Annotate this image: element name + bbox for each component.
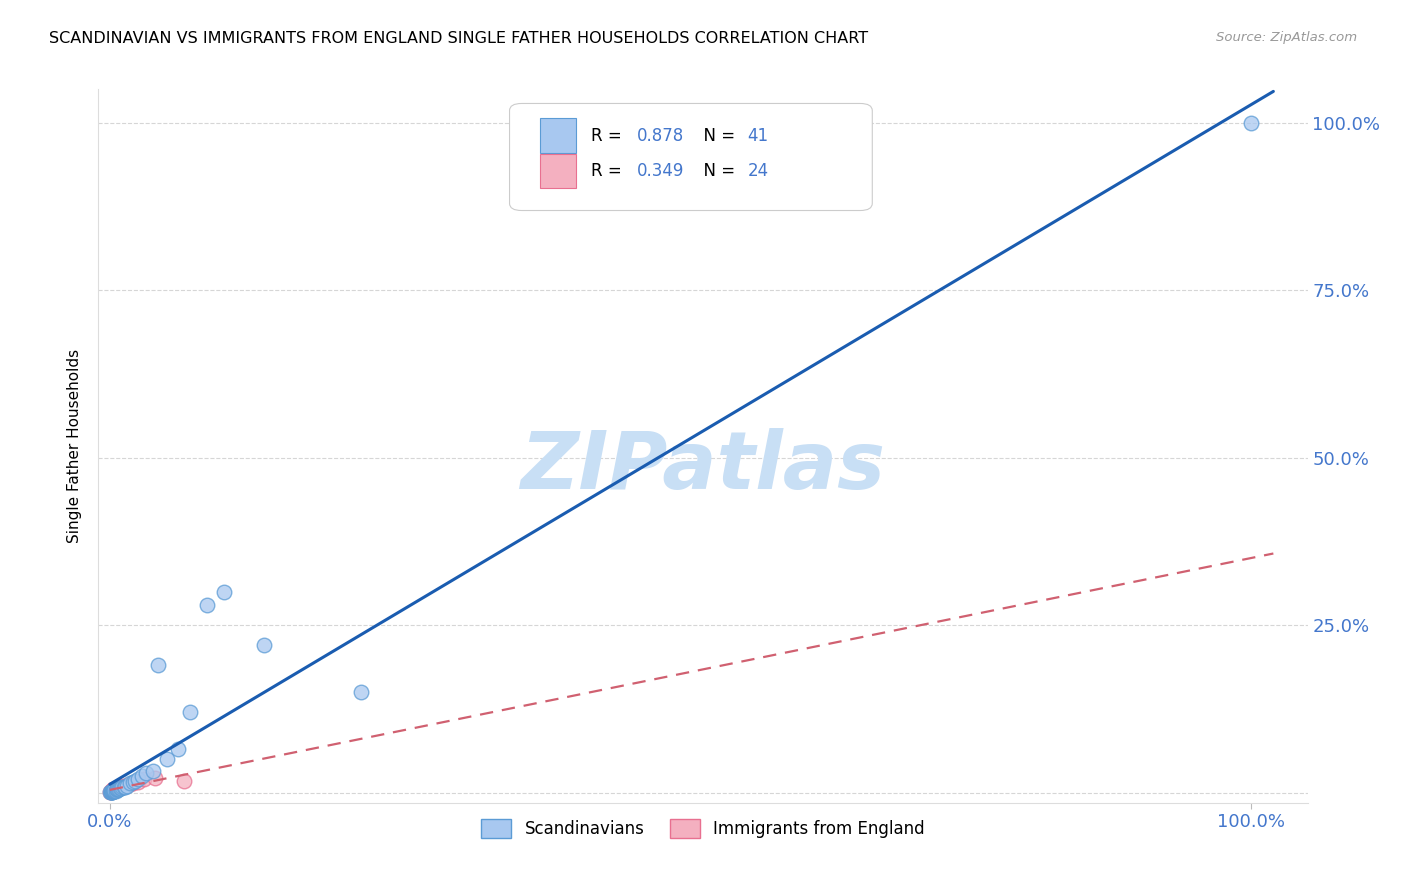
Point [195, 598, 218, 612]
Point [105, 781, 128, 796]
Point [101, 785, 124, 799]
Point [142, 764, 165, 779]
Point [103, 783, 125, 797]
Point [101, 783, 124, 797]
Point [103, 783, 125, 797]
Point [120, 776, 142, 790]
Point [114, 780, 136, 795]
Point [108, 781, 131, 796]
Point [112, 780, 135, 794]
FancyBboxPatch shape [540, 154, 576, 188]
Point [127, 775, 149, 789]
Point [1239, 116, 1261, 130]
Text: 24: 24 [748, 162, 769, 180]
Text: N =: N = [693, 162, 741, 180]
Point [156, 752, 179, 766]
Point [104, 783, 127, 797]
Point [112, 779, 135, 793]
Point [108, 780, 131, 795]
Point [132, 772, 155, 787]
FancyBboxPatch shape [509, 103, 872, 211]
Point [103, 782, 125, 797]
FancyBboxPatch shape [540, 119, 576, 153]
Point [121, 775, 143, 789]
Point [101, 784, 124, 798]
Point [121, 775, 143, 789]
Point [111, 780, 134, 795]
Point [146, 658, 169, 673]
Point [100, 785, 122, 799]
Point [167, 742, 190, 756]
Point [100, 784, 122, 798]
Text: ZIPatlas: ZIPatlas [520, 428, 886, 507]
Point [101, 784, 124, 798]
Point [104, 783, 127, 797]
Point [108, 780, 131, 794]
Point [103, 783, 125, 797]
Point [127, 772, 149, 787]
Point [104, 780, 127, 795]
Point [173, 773, 195, 788]
Text: R =: R = [591, 162, 627, 180]
Point [108, 780, 131, 795]
Point [100, 783, 122, 797]
Point [115, 778, 138, 792]
Point [110, 780, 132, 795]
Point [105, 783, 128, 797]
Point [100, 785, 122, 799]
Point [100, 785, 122, 799]
Point [253, 638, 276, 652]
Point [131, 769, 153, 783]
Point [135, 765, 157, 780]
Point [103, 784, 125, 798]
Point [105, 782, 128, 797]
Y-axis label: Single Father Households: Single Father Households [67, 349, 83, 543]
Point [101, 783, 124, 797]
Point [107, 780, 129, 795]
Text: Source: ZipAtlas.com: Source: ZipAtlas.com [1216, 31, 1357, 45]
Point [104, 781, 127, 796]
Text: SCANDINAVIAN VS IMMIGRANTS FROM ENGLAND SINGLE FATHER HOUSEHOLDS CORRELATION CHA: SCANDINAVIAN VS IMMIGRANTS FROM ENGLAND … [49, 31, 869, 46]
Point [145, 771, 167, 785]
Text: 0.349: 0.349 [637, 162, 683, 180]
Point [350, 685, 373, 699]
Point [124, 773, 146, 788]
Point [103, 782, 125, 797]
Point [110, 780, 132, 795]
Text: 41: 41 [748, 127, 769, 145]
Point [103, 783, 125, 797]
Point [107, 782, 129, 797]
Point [100, 785, 122, 799]
Point [100, 785, 122, 799]
Point [179, 706, 201, 720]
Point [212, 584, 235, 599]
Point [115, 779, 138, 793]
Point [101, 785, 124, 799]
Text: N =: N = [693, 127, 741, 145]
Text: R =: R = [591, 127, 627, 145]
Point [120, 777, 142, 791]
Legend: Scandinavians, Immigrants from England: Scandinavians, Immigrants from England [475, 812, 931, 845]
Text: 0.878: 0.878 [637, 127, 683, 145]
Point [103, 783, 125, 797]
Point [100, 785, 122, 799]
